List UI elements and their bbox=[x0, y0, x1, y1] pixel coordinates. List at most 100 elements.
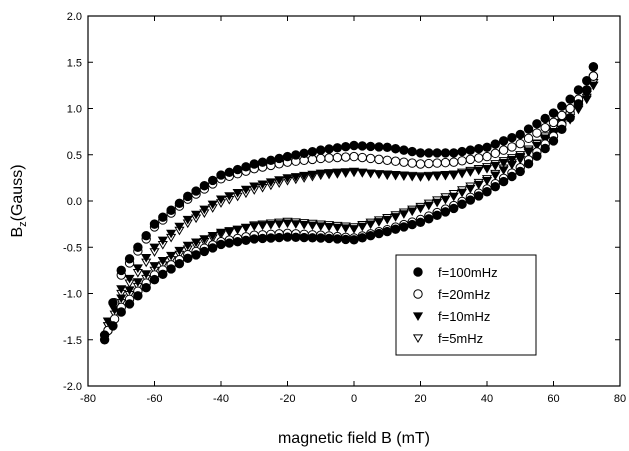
data-point bbox=[332, 234, 343, 244]
data-point bbox=[340, 224, 351, 234]
data-point bbox=[374, 228, 384, 239]
data-point bbox=[473, 153, 484, 163]
data-point bbox=[207, 200, 218, 210]
data-point bbox=[215, 195, 227, 205]
data-point bbox=[540, 122, 550, 133]
data-point bbox=[482, 187, 492, 197]
data-point bbox=[199, 246, 210, 257]
data-point bbox=[116, 285, 127, 294]
legend: f=100mHz f=20mHz f=10mHz f=5mHz bbox=[395, 254, 537, 356]
data-point bbox=[390, 156, 401, 166]
data-point bbox=[588, 81, 599, 91]
data-point bbox=[357, 141, 368, 151]
data-point bbox=[307, 147, 318, 157]
data-point bbox=[440, 195, 451, 205]
data-point bbox=[490, 181, 501, 192]
data-point bbox=[332, 168, 343, 178]
data-point bbox=[182, 215, 193, 225]
data-point bbox=[365, 153, 376, 164]
data-point bbox=[232, 225, 243, 235]
data-point bbox=[124, 286, 135, 296]
y-axis-label-sub: z bbox=[17, 221, 29, 227]
data-point bbox=[141, 230, 151, 241]
data-point bbox=[199, 205, 210, 215]
data-point bbox=[316, 145, 326, 155]
x-tick-label: -20 bbox=[280, 393, 296, 405]
data-point bbox=[407, 146, 417, 157]
data-point bbox=[498, 145, 509, 155]
data-point bbox=[116, 307, 126, 317]
data-point bbox=[182, 241, 193, 251]
data-point bbox=[515, 166, 525, 177]
data-point bbox=[315, 169, 326, 179]
data-point bbox=[240, 223, 252, 233]
data-point bbox=[199, 181, 210, 191]
data-point bbox=[440, 171, 451, 181]
y-tick-label: -2.0 bbox=[63, 381, 82, 393]
data-point bbox=[340, 234, 351, 245]
data-point bbox=[324, 144, 334, 154]
data-point bbox=[133, 291, 143, 301]
data-point bbox=[407, 207, 418, 217]
data-point bbox=[540, 143, 550, 154]
data-point bbox=[548, 136, 559, 146]
data-point bbox=[232, 189, 243, 198]
data-point bbox=[249, 222, 260, 231]
y-tick-label: -1.0 bbox=[63, 289, 82, 301]
data-point bbox=[582, 85, 592, 95]
data-point bbox=[183, 191, 193, 202]
data-point bbox=[174, 198, 185, 209]
data-point bbox=[440, 157, 451, 168]
data-point bbox=[141, 270, 152, 279]
data-point bbox=[588, 71, 599, 81]
legend-label: f=20mHz bbox=[438, 287, 490, 302]
x-tick-label: -60 bbox=[147, 393, 163, 405]
data-point bbox=[481, 177, 493, 186]
data-point bbox=[249, 182, 260, 192]
data-point bbox=[390, 144, 401, 154]
data-point bbox=[490, 161, 501, 171]
data-point bbox=[340, 141, 351, 152]
data-point bbox=[390, 213, 401, 222]
data-point bbox=[382, 171, 393, 181]
data-point bbox=[498, 136, 509, 146]
data-point bbox=[506, 155, 518, 165]
data-point bbox=[390, 224, 401, 234]
data-point bbox=[507, 171, 517, 182]
data-point bbox=[440, 148, 451, 158]
data-point bbox=[216, 170, 226, 180]
data-point bbox=[299, 171, 310, 181]
data-point bbox=[216, 239, 226, 250]
data-point bbox=[399, 145, 409, 155]
data-point bbox=[257, 233, 268, 244]
data-point bbox=[307, 221, 318, 231]
data-point bbox=[224, 238, 235, 248]
data-point bbox=[473, 180, 484, 190]
data-point bbox=[274, 220, 285, 229]
data-point bbox=[490, 148, 501, 159]
data-point bbox=[515, 152, 526, 162]
data-point bbox=[398, 210, 409, 219]
data-point bbox=[448, 171, 459, 181]
x-tick-label: -40 bbox=[213, 393, 229, 405]
data-point bbox=[348, 167, 360, 177]
data-point bbox=[166, 251, 177, 261]
data-point bbox=[373, 218, 385, 227]
y-tick-label: 0.0 bbox=[67, 196, 82, 208]
data-point bbox=[456, 188, 468, 198]
data-point bbox=[432, 210, 442, 221]
legend-marker bbox=[412, 312, 424, 321]
data-point bbox=[532, 128, 542, 138]
x-tick-label: 20 bbox=[414, 393, 426, 405]
data-point bbox=[423, 201, 434, 211]
data-point bbox=[481, 164, 493, 174]
data-point bbox=[532, 151, 542, 161]
data-point bbox=[224, 227, 235, 236]
data-point bbox=[282, 232, 293, 242]
data-point bbox=[465, 154, 476, 165]
data-point bbox=[299, 148, 309, 159]
data-point bbox=[398, 172, 409, 182]
data-point bbox=[340, 168, 351, 177]
legend-label: f=10mHz bbox=[438, 309, 490, 324]
